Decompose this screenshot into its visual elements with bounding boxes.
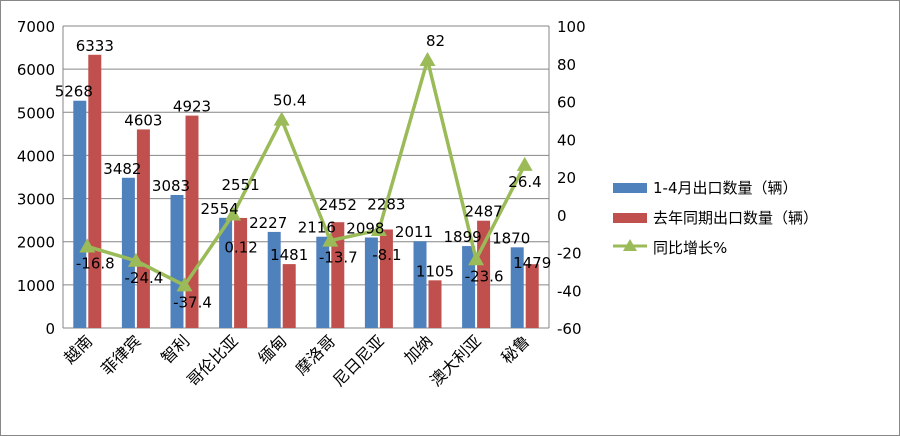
y2-tick-label: 60 [557,94,576,112]
bar-data-label: 1481 [270,246,308,264]
bar-data-label: 2116 [298,219,336,237]
bar-this-year [73,100,87,329]
y2-tick-label: -40 [557,282,582,300]
bar-this-year [121,177,135,328]
bar-this-year [219,217,233,328]
growth-marker [322,232,339,247]
legend-label: 1-4月出口数量（辆） [653,179,798,197]
x-tick-label: 尼日尼亚 [329,331,388,390]
bar-data-label: 2554 [201,200,239,218]
bar-last-year [379,229,393,328]
bar-last-year [234,217,248,328]
bar-this-year [462,246,476,328]
bar-data-label: 2551 [222,176,260,194]
y2-tick-label: 80 [557,56,576,74]
growth-data-label: -24.4 [124,269,163,287]
legend-label: 同比增长% [653,239,728,257]
growth-marker [127,252,144,267]
legend-item: 去年同期出口数量（辆） [613,207,818,228]
bar-data-label: 6333 [76,37,114,55]
legend-item: 同比增长% [613,237,727,258]
y-tick-label: 1000 [17,277,55,295]
growth-marker [79,238,96,253]
bar-data-label: 1479 [513,254,551,272]
y-tick-label: 6000 [17,61,55,79]
y-tick-label: 0 [45,320,55,338]
bar-this-year [364,237,378,328]
y2-tick-label: 0 [557,207,567,225]
growth-marker [516,156,533,171]
bar-data-label: 2487 [465,203,503,221]
bar-data-label: 1899 [444,228,482,246]
bar-data-label: 2011 [395,223,433,241]
y-tick-label: 4000 [17,147,55,165]
bar-data-label: 4603 [124,111,162,129]
y-tick-label: 3000 [17,191,55,209]
y2-tick-label: -20 [557,245,582,263]
bar-data-label: 1105 [416,262,454,280]
bar-data-label: 3482 [103,160,141,178]
growth-marker [419,51,436,66]
bar-this-year [510,247,524,328]
bar-data-label: 2452 [319,196,357,214]
growth-data-label: -16.8 [76,254,115,272]
y-tick-label: 5000 [17,104,55,122]
x-tick-label: 智利 [157,331,193,367]
x-tick-label: 秘鲁 [497,331,533,367]
bar-last-year [185,115,199,328]
bar-data-label: 2283 [367,196,405,214]
x-tick-label: 越南 [60,331,96,367]
bar-last-year [136,129,150,328]
legend-swatch [613,182,647,193]
bar-last-year [88,54,102,329]
bar-this-year [316,236,330,328]
legend-swatch [613,212,647,223]
growth-marker [225,206,242,221]
y2-tick-label: 20 [557,169,576,187]
bar-last-year [282,264,296,328]
growth-marker [370,222,387,237]
bar-data-label: 4923 [173,98,211,116]
growth-data-label: -13.7 [319,249,358,267]
bar-this-year [413,241,427,328]
legend-label: 去年同期出口数量（辆） [653,209,819,227]
growth-marker [176,277,193,292]
y2-tick-label: -60 [557,320,582,338]
bar-data-label: 2227 [249,214,287,232]
x-tick-label: 加纳 [400,331,436,367]
legend-swatch [613,238,647,257]
bar-last-year [525,264,539,328]
bar-last-year [331,222,345,328]
growth-data-label: -37.4 [173,293,212,311]
x-tick-label: 澳大利亚 [426,331,485,390]
growth-data-label: 50.4 [273,92,306,110]
growth-marker [273,111,290,126]
y-tick-label: 7000 [17,18,55,36]
growth-data-label: 0.12 [224,239,257,257]
x-tick-label: 哥伦比亚 [183,331,242,390]
bar-this-year [170,194,184,328]
y2-tick-label: 100 [557,18,586,36]
bar-last-year [428,280,442,328]
growth-data-label: -8.1 [372,246,401,264]
x-tick-label: 缅甸 [254,331,290,367]
growth-line [86,53,527,288]
growth-data-label: -23.6 [465,267,504,285]
legend-item: 1-4月出口数量（辆） [613,177,798,198]
y2-tick-label: 40 [557,131,576,149]
bar-data-label: 3083 [152,177,190,195]
x-tick-label: 摩洛哥 [292,331,339,378]
growth-data-label: 26.4 [508,173,541,191]
x-tick-label: 菲律宾 [97,331,144,378]
growth-marker [468,251,485,266]
bar-data-label: 1870 [492,229,530,247]
bar-this-year [267,231,281,328]
growth-data-label: 82 [426,32,445,50]
y-tick-label: 2000 [17,234,55,252]
bar-data-label: 5268 [55,83,93,101]
bar-data-label: 2098 [346,219,384,237]
